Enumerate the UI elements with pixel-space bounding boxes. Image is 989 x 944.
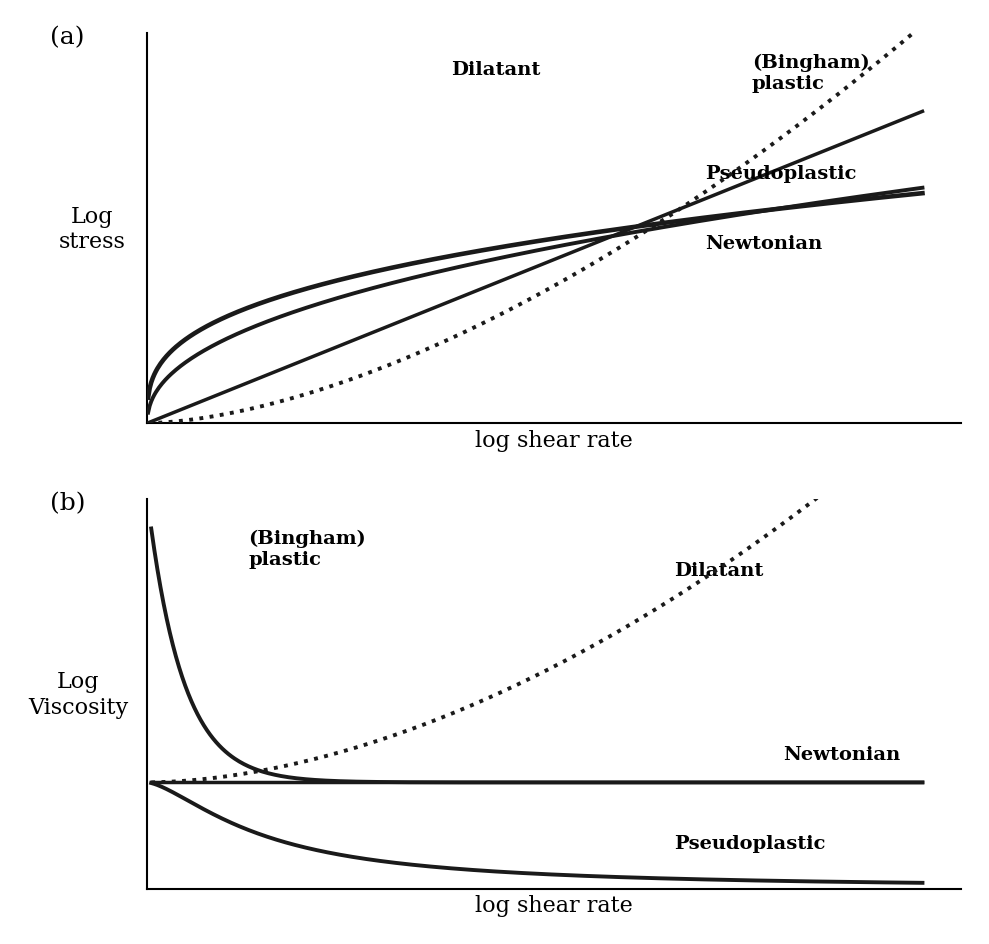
Text: Newtonian: Newtonian bbox=[705, 234, 823, 252]
Text: Newtonian: Newtonian bbox=[783, 745, 900, 764]
Text: (b): (b) bbox=[49, 492, 85, 514]
Text: (a): (a) bbox=[49, 26, 84, 49]
Y-axis label: Log
Viscosity: Log Viscosity bbox=[28, 670, 128, 717]
Text: Dilatant: Dilatant bbox=[451, 60, 541, 79]
X-axis label: log shear rate: log shear rate bbox=[476, 430, 633, 451]
Text: Dilatant: Dilatant bbox=[674, 562, 764, 580]
Text: (Bingham)
plastic: (Bingham) plastic bbox=[752, 54, 869, 93]
Text: (Bingham)
plastic: (Bingham) plastic bbox=[248, 530, 366, 568]
Text: Pseudoplastic: Pseudoplastic bbox=[674, 834, 826, 851]
Text: Pseudoplastic: Pseudoplastic bbox=[705, 164, 856, 182]
X-axis label: log shear rate: log shear rate bbox=[476, 894, 633, 917]
Y-axis label: Log
stress: Log stress bbox=[58, 206, 126, 253]
